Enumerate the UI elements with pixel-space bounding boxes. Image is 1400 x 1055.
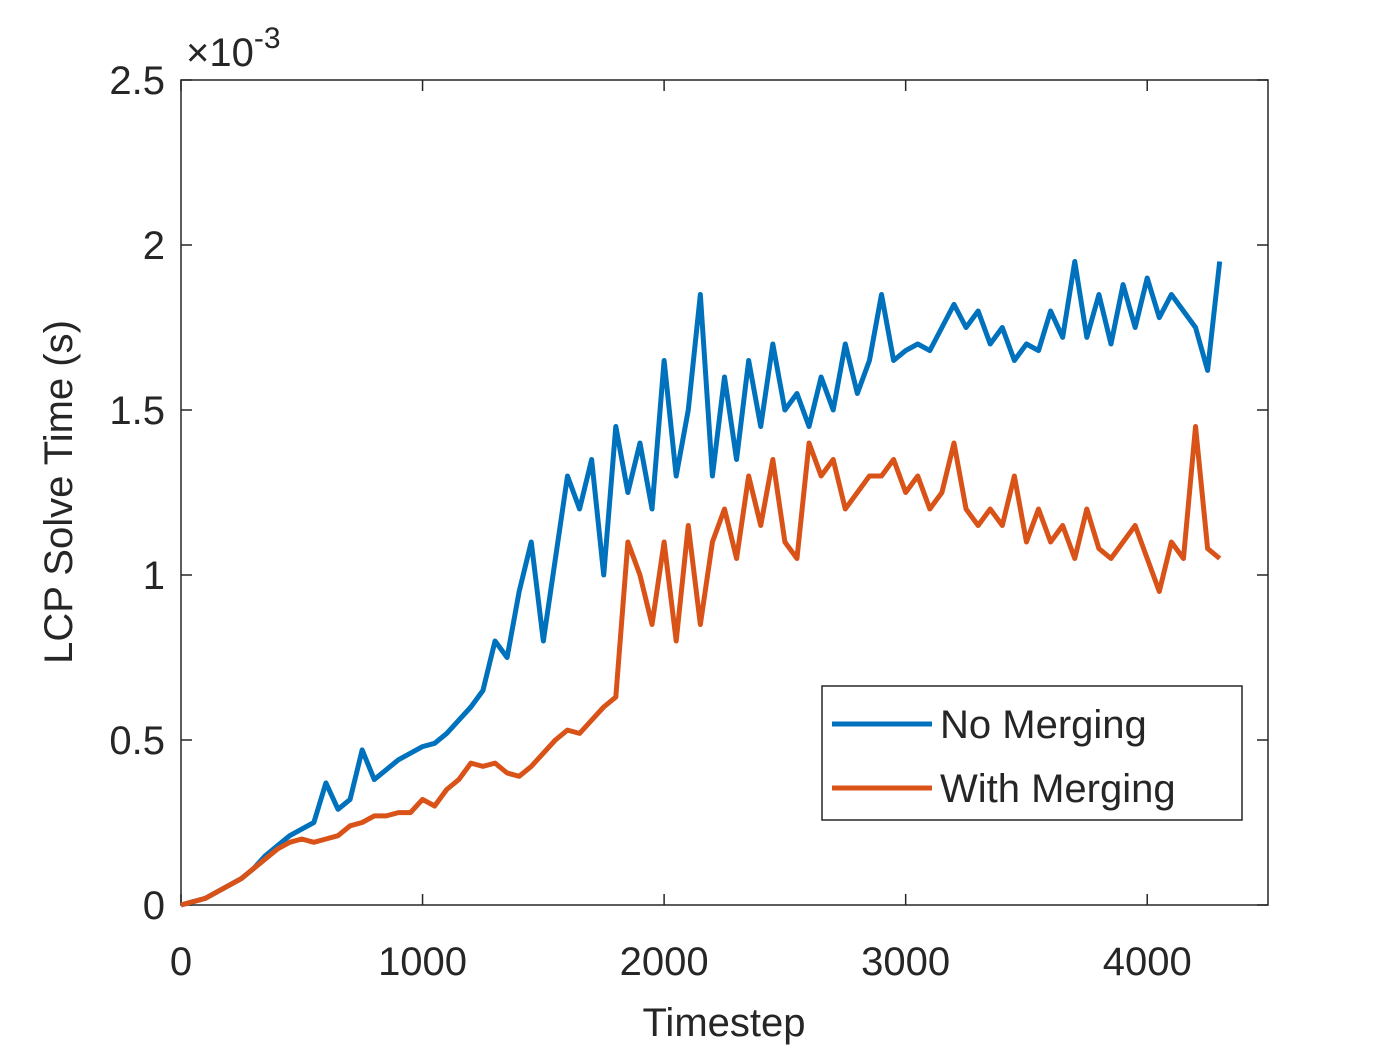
series-line [180, 259, 1223, 908]
y-tick-label: 0.5 [109, 719, 165, 763]
y-tick-label: 2 [143, 224, 165, 268]
legend-box [821, 685, 1243, 821]
x-tick-label: 4000 [1103, 940, 1192, 984]
y-tick-label: 1.5 [109, 389, 165, 433]
y-multiplier-base: ×10 [186, 31, 254, 75]
y-tick-label: 0 [143, 884, 165, 928]
x-axis-label: Timestep [642, 1001, 805, 1045]
x-tick-label: 2000 [620, 940, 709, 984]
y-axis-label: LCP Solve Time (s) [37, 320, 81, 664]
series-line [180, 424, 1222, 908]
y-tick-label: 1 [143, 554, 165, 598]
legend-label: No Merging [940, 703, 1147, 747]
x-tick-label: 0 [170, 940, 192, 984]
y-multiplier-exponent: -3 [254, 22, 281, 55]
y-tick-label: 2.5 [109, 59, 165, 103]
x-tick-label: 3000 [861, 940, 950, 984]
x-tick-label: 1000 [378, 940, 467, 984]
y-multiplier: ×10-3 [186, 22, 281, 75]
legend-label: With Merging [940, 767, 1176, 811]
